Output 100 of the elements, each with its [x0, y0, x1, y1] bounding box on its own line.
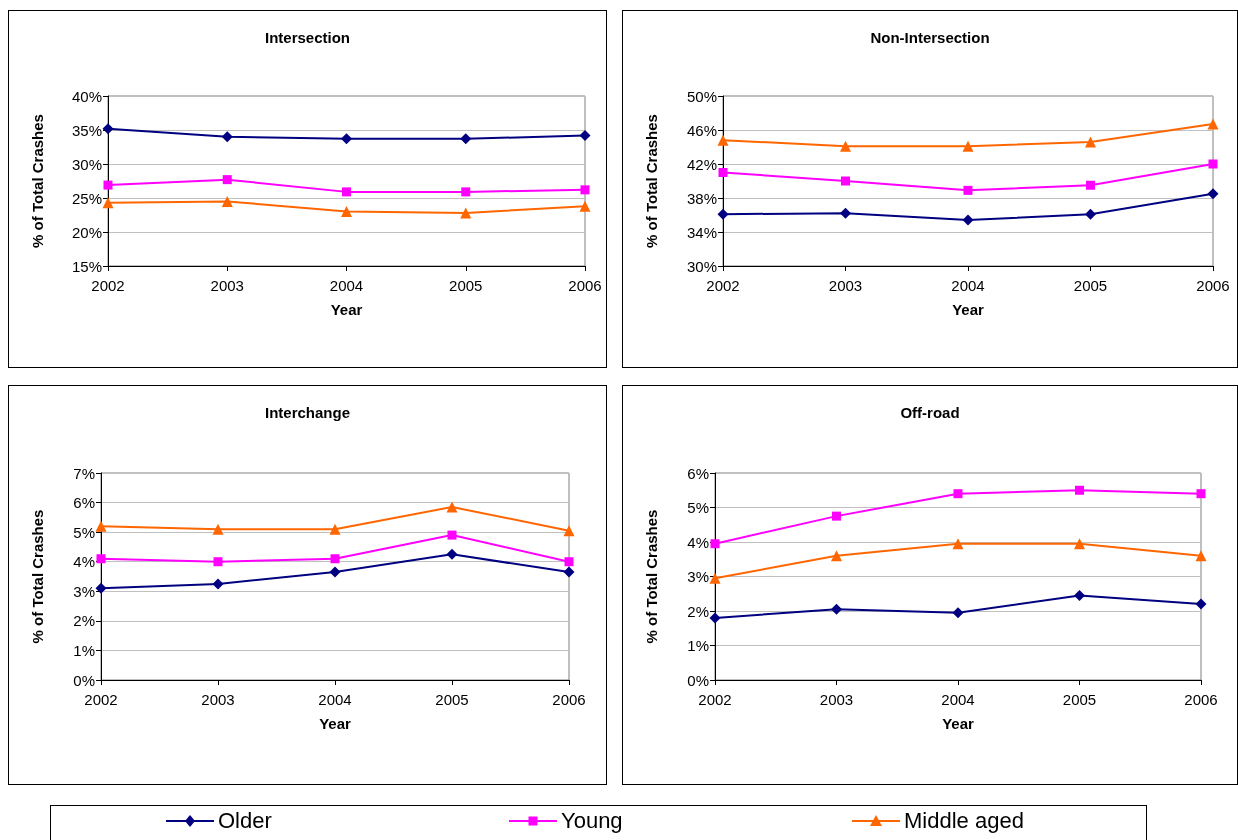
point — [1085, 136, 1096, 148]
y-axis-title: % of Total Crashes — [643, 509, 660, 644]
point — [1085, 208, 1096, 220]
point — [341, 133, 352, 145]
y-tick-label: 30% — [71, 155, 102, 173]
point — [718, 168, 728, 177]
point — [446, 501, 458, 513]
point — [717, 134, 729, 146]
y-tick-label: 2% — [687, 602, 709, 620]
x-tick-label: 2003 — [819, 691, 854, 708]
point — [563, 566, 575, 578]
point — [1195, 598, 1207, 610]
y-tick-label: 5% — [687, 499, 709, 516]
point — [221, 195, 233, 207]
y-axis-title: % of Total Crashes — [29, 114, 46, 248]
x-tick-label: 2006 — [1184, 691, 1218, 708]
x-axis-title: Year — [319, 715, 352, 732]
point — [1208, 159, 1218, 169]
point — [102, 197, 114, 209]
point — [342, 187, 351, 197]
legend-label: Young — [561, 808, 623, 834]
x-tick-label: 2002 — [706, 277, 740, 294]
point — [1196, 489, 1206, 499]
point — [1074, 538, 1085, 550]
point — [1195, 550, 1207, 562]
y-tick-label: 42% — [686, 155, 717, 173]
x-tick-label: 2004 — [318, 691, 352, 708]
point — [446, 548, 458, 560]
chart-title: Intersection — [264, 29, 351, 46]
y-tick-label: 20% — [71, 223, 102, 241]
x-tick-label: 2006 — [552, 691, 586, 708]
point — [841, 176, 850, 186]
point — [831, 550, 842, 562]
point — [963, 185, 973, 195]
point — [709, 612, 721, 624]
point — [709, 572, 721, 584]
point — [710, 539, 720, 549]
y-tick-label: 7% — [73, 464, 95, 482]
point — [952, 607, 964, 619]
point — [1075, 485, 1084, 495]
x-tick-label: 2002 — [84, 691, 118, 708]
point — [460, 207, 472, 219]
y-tick-label: 5% — [73, 523, 95, 541]
x-tick-label: 2005 — [435, 691, 469, 708]
y-tick-label: 50% — [686, 87, 717, 105]
y-axis-title: % of Total Crashes — [29, 509, 46, 644]
point — [461, 187, 471, 197]
x-tick-label: 2003 — [828, 277, 863, 294]
point — [564, 557, 574, 567]
x-tick-label: 2005 — [449, 277, 483, 294]
y-tick-label: 3% — [73, 582, 95, 600]
x-tick-label: 2006 — [1196, 277, 1230, 294]
y-tick-label: 34% — [686, 223, 717, 241]
y-tick-label: 6% — [687, 464, 709, 482]
y-tick-label: 1% — [73, 641, 95, 659]
chart-title: Non-Intersection — [870, 29, 990, 46]
point — [212, 578, 224, 590]
x-tick-label: 2002 — [91, 277, 125, 294]
y-tick-label: 3% — [687, 568, 709, 585]
chart-title: Off-road — [900, 404, 960, 421]
y-tick-label: 4% — [687, 533, 709, 551]
point — [580, 185, 590, 195]
point — [447, 530, 457, 540]
x-tick-label: 2005 — [1073, 277, 1108, 294]
x-tick-label: 2004 — [951, 277, 985, 294]
point — [1207, 188, 1219, 200]
point — [1074, 589, 1085, 601]
x-tick-label: 2004 — [329, 277, 364, 294]
x-tick-label: 2003 — [210, 277, 244, 294]
point — [840, 140, 851, 152]
x-axis-title: Year — [952, 301, 985, 318]
x-tick-label: 2004 — [941, 691, 975, 708]
y-tick-label: 35% — [71, 121, 102, 139]
point — [953, 489, 963, 499]
point — [579, 200, 591, 212]
point — [329, 523, 341, 535]
y-tick-label: 46% — [686, 121, 717, 139]
x-axis-title: Year — [330, 301, 363, 318]
y-axis-title: % of Total Crashes — [643, 114, 660, 248]
y-tick-label: 15% — [71, 257, 102, 275]
point — [1086, 180, 1095, 190]
point — [329, 566, 341, 578]
point — [952, 538, 964, 550]
y-tick-label: 2% — [73, 612, 95, 630]
x-tick-label: 2005 — [1062, 691, 1097, 708]
y-tick-label: 25% — [71, 189, 102, 207]
point — [341, 206, 352, 218]
point — [832, 511, 841, 521]
point — [460, 133, 472, 145]
point — [717, 208, 729, 220]
point — [222, 175, 232, 185]
legend-label: Older — [218, 808, 272, 834]
y-tick-label: 4% — [73, 553, 95, 571]
x-tick-label: 2002 — [698, 691, 732, 708]
point — [102, 123, 114, 135]
y-tick-label: 6% — [73, 494, 95, 512]
point — [831, 603, 842, 615]
y-tick-label: 1% — [687, 637, 709, 654]
x-tick-label: 2003 — [201, 691, 235, 708]
point — [212, 523, 224, 535]
